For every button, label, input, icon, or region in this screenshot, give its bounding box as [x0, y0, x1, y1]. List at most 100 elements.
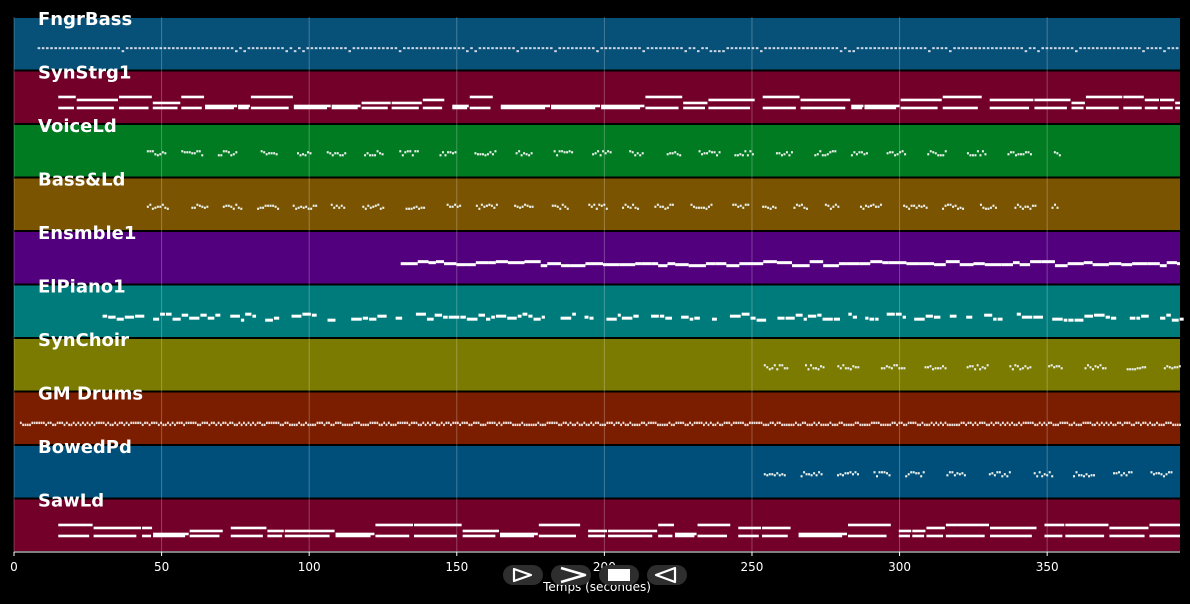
- note: [1033, 315, 1043, 319]
- note: [1175, 106, 1180, 110]
- note: [520, 47, 524, 50]
- note: [953, 423, 956, 427]
- note: [1016, 203, 1019, 206]
- note: [824, 154, 827, 157]
- note: [289, 423, 291, 427]
- note: [707, 423, 710, 427]
- note: [382, 47, 385, 50]
- note: [973, 262, 985, 266]
- note: [1178, 365, 1181, 368]
- note: [516, 50, 520, 53]
- note: [805, 473, 808, 476]
- note: [398, 50, 402, 53]
- note: [420, 423, 422, 427]
- note: [547, 262, 562, 266]
- note: [690, 203, 693, 206]
- track-notes: [146, 203, 1059, 210]
- forward-button[interactable]: [551, 565, 591, 585]
- note: [1139, 367, 1142, 370]
- note: [139, 421, 142, 425]
- note: [318, 421, 321, 425]
- note: [606, 421, 609, 425]
- note: [1089, 421, 1092, 425]
- note: [206, 205, 209, 208]
- note: [989, 534, 1032, 538]
- note: [1144, 421, 1147, 425]
- note: [1096, 47, 1099, 50]
- note: [232, 207, 235, 210]
- note: [1029, 421, 1032, 425]
- note: [197, 47, 200, 50]
- note: [424, 47, 427, 50]
- note: [1166, 365, 1169, 368]
- note: [156, 154, 159, 157]
- play-button[interactable]: [503, 565, 543, 585]
- note: [197, 423, 199, 427]
- note: [315, 204, 318, 207]
- note: [495, 314, 507, 318]
- note: [50, 47, 53, 50]
- note: [54, 423, 57, 427]
- note: [836, 423, 839, 427]
- note: [1108, 262, 1122, 266]
- note: [795, 421, 797, 425]
- track-label: SynChoir: [38, 330, 129, 351]
- note: [486, 153, 489, 156]
- note: [1028, 47, 1032, 50]
- stop-button[interactable]: [599, 565, 639, 585]
- note: [737, 205, 740, 208]
- note: [1026, 367, 1029, 370]
- note: [499, 532, 538, 536]
- note: [743, 47, 746, 50]
- note: [293, 50, 297, 53]
- track-label: BowedPd: [38, 437, 132, 458]
- note: [47, 421, 50, 425]
- note: [1155, 472, 1158, 475]
- note: [898, 529, 912, 533]
- note: [1114, 423, 1117, 427]
- note: [805, 207, 808, 210]
- note: [1064, 421, 1066, 425]
- note: [205, 104, 238, 108]
- note: [560, 423, 563, 427]
- note: [848, 312, 852, 316]
- note: [387, 421, 390, 425]
- note: [339, 421, 342, 425]
- note: [125, 47, 129, 50]
- note: [1171, 318, 1179, 322]
- note: [923, 47, 927, 50]
- note: [344, 47, 347, 50]
- note: [631, 423, 634, 427]
- note: [827, 423, 830, 427]
- note: [220, 154, 223, 157]
- note: [851, 473, 854, 476]
- note: [339, 154, 342, 157]
- note: [1144, 98, 1160, 102]
- note: [118, 106, 149, 110]
- note: [191, 152, 194, 155]
- note: [726, 421, 728, 425]
- note: [997, 317, 1003, 321]
- note: [1052, 423, 1055, 427]
- note: [716, 421, 719, 425]
- note: [801, 421, 804, 425]
- note: [807, 368, 810, 371]
- note: [942, 106, 978, 110]
- note: [297, 206, 300, 209]
- note: [990, 421, 993, 425]
- note: [697, 50, 700, 53]
- rewind-button[interactable]: [647, 565, 687, 585]
- note: [493, 421, 496, 425]
- note: [719, 423, 721, 427]
- note: [162, 423, 165, 427]
- note: [378, 423, 381, 427]
- note: [556, 154, 559, 157]
- note: [1098, 423, 1101, 427]
- note: [71, 47, 74, 50]
- note: [860, 151, 863, 154]
- note: [869, 204, 872, 207]
- note: [974, 154, 977, 157]
- note: [243, 421, 245, 425]
- note: [424, 423, 427, 427]
- note: [952, 205, 955, 208]
